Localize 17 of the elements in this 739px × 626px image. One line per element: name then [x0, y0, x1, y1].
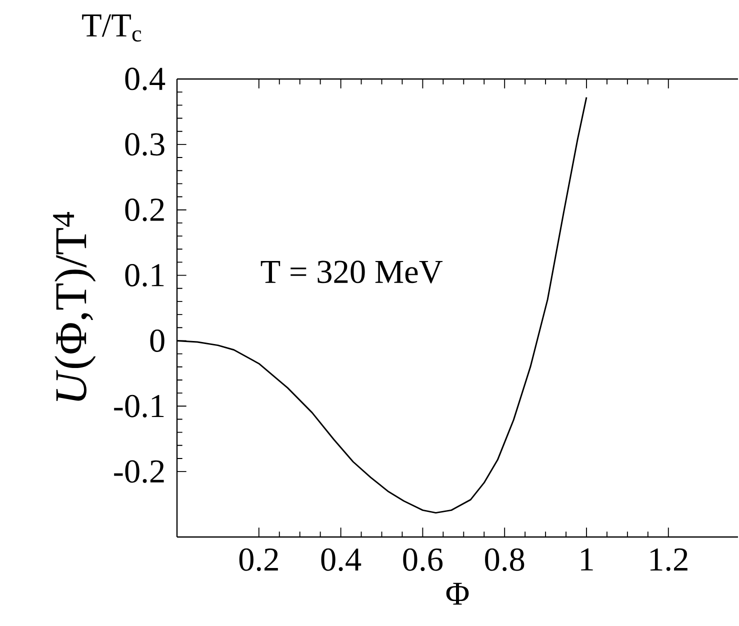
x-tick-label: 0.8 — [485, 548, 524, 572]
y-tick-label: -0.2 — [114, 460, 164, 483]
y-tick-label: -0.1 — [114, 394, 164, 418]
x-tick-label: 0.4 — [321, 548, 362, 572]
y-tick-label: 0 — [150, 329, 164, 352]
x-tick-label: 0.2 — [239, 548, 278, 572]
y-tick-label: 0.3 — [125, 133, 164, 156]
y-tick-label: 0.4 — [125, 68, 166, 90]
annotation: T = 320 MeV — [260, 260, 443, 284]
y-tick-label: 0.2 — [125, 198, 164, 222]
x-tick-label: 1 — [581, 548, 593, 570]
y-tick-label: 0.1 — [125, 264, 164, 287]
text: T/T$_{c}$ — [82, 14, 142, 42]
x-tick-label: 0.6 — [403, 548, 443, 572]
y-axis-title: U(Φ,T)/T$^{4}$ — [53, 212, 96, 402]
x-axis-title: Φ — [446, 582, 469, 605]
x-tick-label: 1.2 — [650, 548, 688, 571]
